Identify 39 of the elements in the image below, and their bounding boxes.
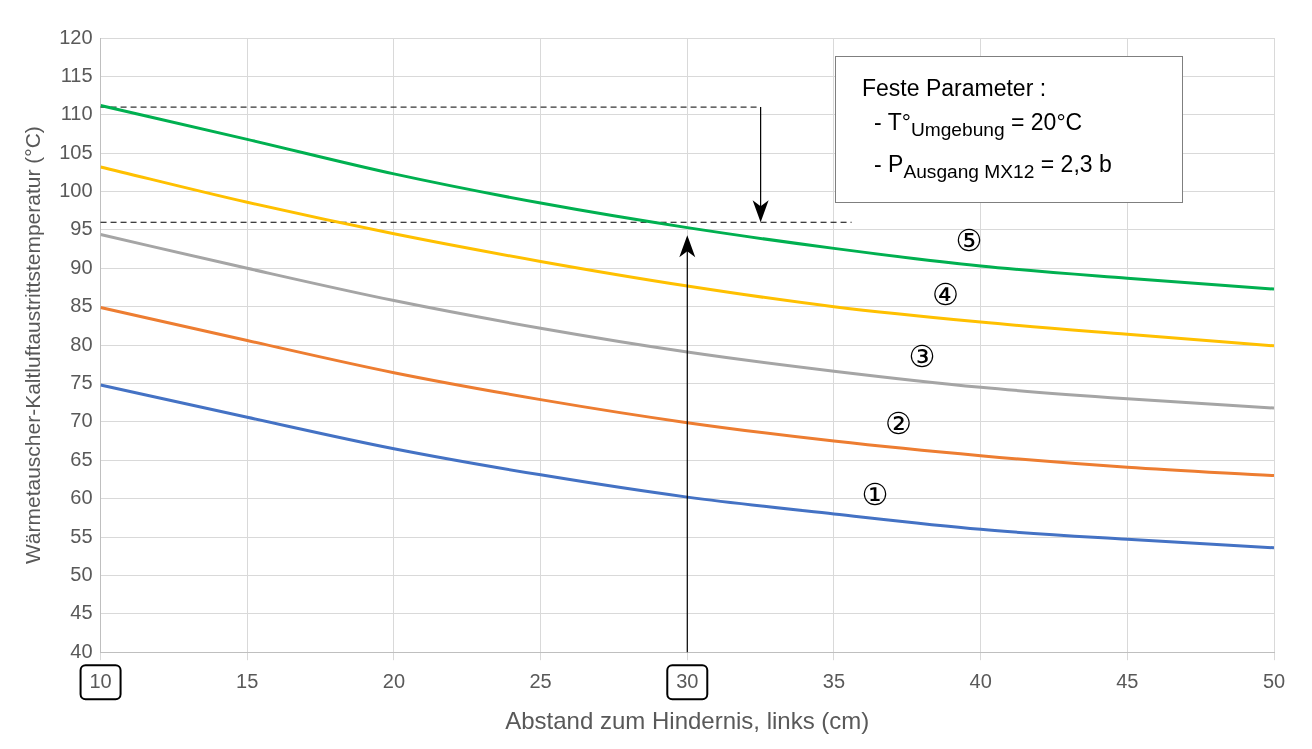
y-tick-label: 65 [70, 447, 93, 470]
series-label: ① [861, 477, 889, 511]
annotation: Feste Parameter : [862, 74, 1048, 103]
y-tick-label: 105 [59, 140, 93, 163]
y-tick-label: 40 [70, 639, 93, 662]
series-label: ⑤ [955, 223, 983, 257]
y-tick-label: 90 [70, 255, 93, 278]
x-axis-title: Abstand zum Hindernis, links (cm) [505, 707, 870, 735]
y-tick-label: 75 [70, 371, 93, 393]
x-tick-label: 20 [382, 669, 406, 692]
y-tick-label: 100 [59, 179, 93, 202]
line-series [100, 305, 1274, 478]
y-tick-label: 120 [59, 25, 93, 48]
y-tick-label: 70 [70, 409, 93, 432]
y-tick-label: 110 [60, 102, 93, 125]
y-tick-label: 80 [70, 332, 93, 355]
annotation: - T°$_{Umgebung}$ = 20°C [873, 108, 1084, 142]
y-tick-label: 85 [70, 294, 93, 317]
annotation: - P$_{Ausgang MX12}$ = 2,3 b [873, 149, 1113, 184]
x-tick-label: 25 [529, 669, 552, 692]
x-tick-label: 10 [89, 669, 112, 692]
x-tick-label: 40 [969, 669, 992, 692]
y-tick-label: 115 [60, 63, 93, 86]
y-tick-label: 95 [70, 217, 93, 240]
series-label: ② [885, 406, 912, 440]
series-label: ④ [931, 277, 959, 311]
x-tick-label: 50 [1262, 669, 1286, 692]
y-tick-label: 55 [70, 524, 93, 547]
y-tick-label: 50 [70, 562, 93, 585]
y-tick-label: 60 [70, 486, 93, 509]
x-tick-label: 35 [822, 669, 846, 692]
y-tick-label: 45 [70, 601, 93, 624]
series-label: ③ [908, 340, 936, 374]
line-series [100, 383, 1274, 550]
x-tick-label: 45 [1116, 669, 1139, 692]
y-axis-title: Wärmetauscher-Kaltluftaustrittstemperatur (°C) [21, 126, 45, 565]
x-tick-label: 15 [236, 669, 259, 692]
x-tick-label: 30 [676, 669, 699, 692]
text-box: Feste Parameter : - T°$_{Umgebung}$ = 20°C - P$_{Ausgang MX12}$ = 2,3 b [835, 56, 1183, 204]
